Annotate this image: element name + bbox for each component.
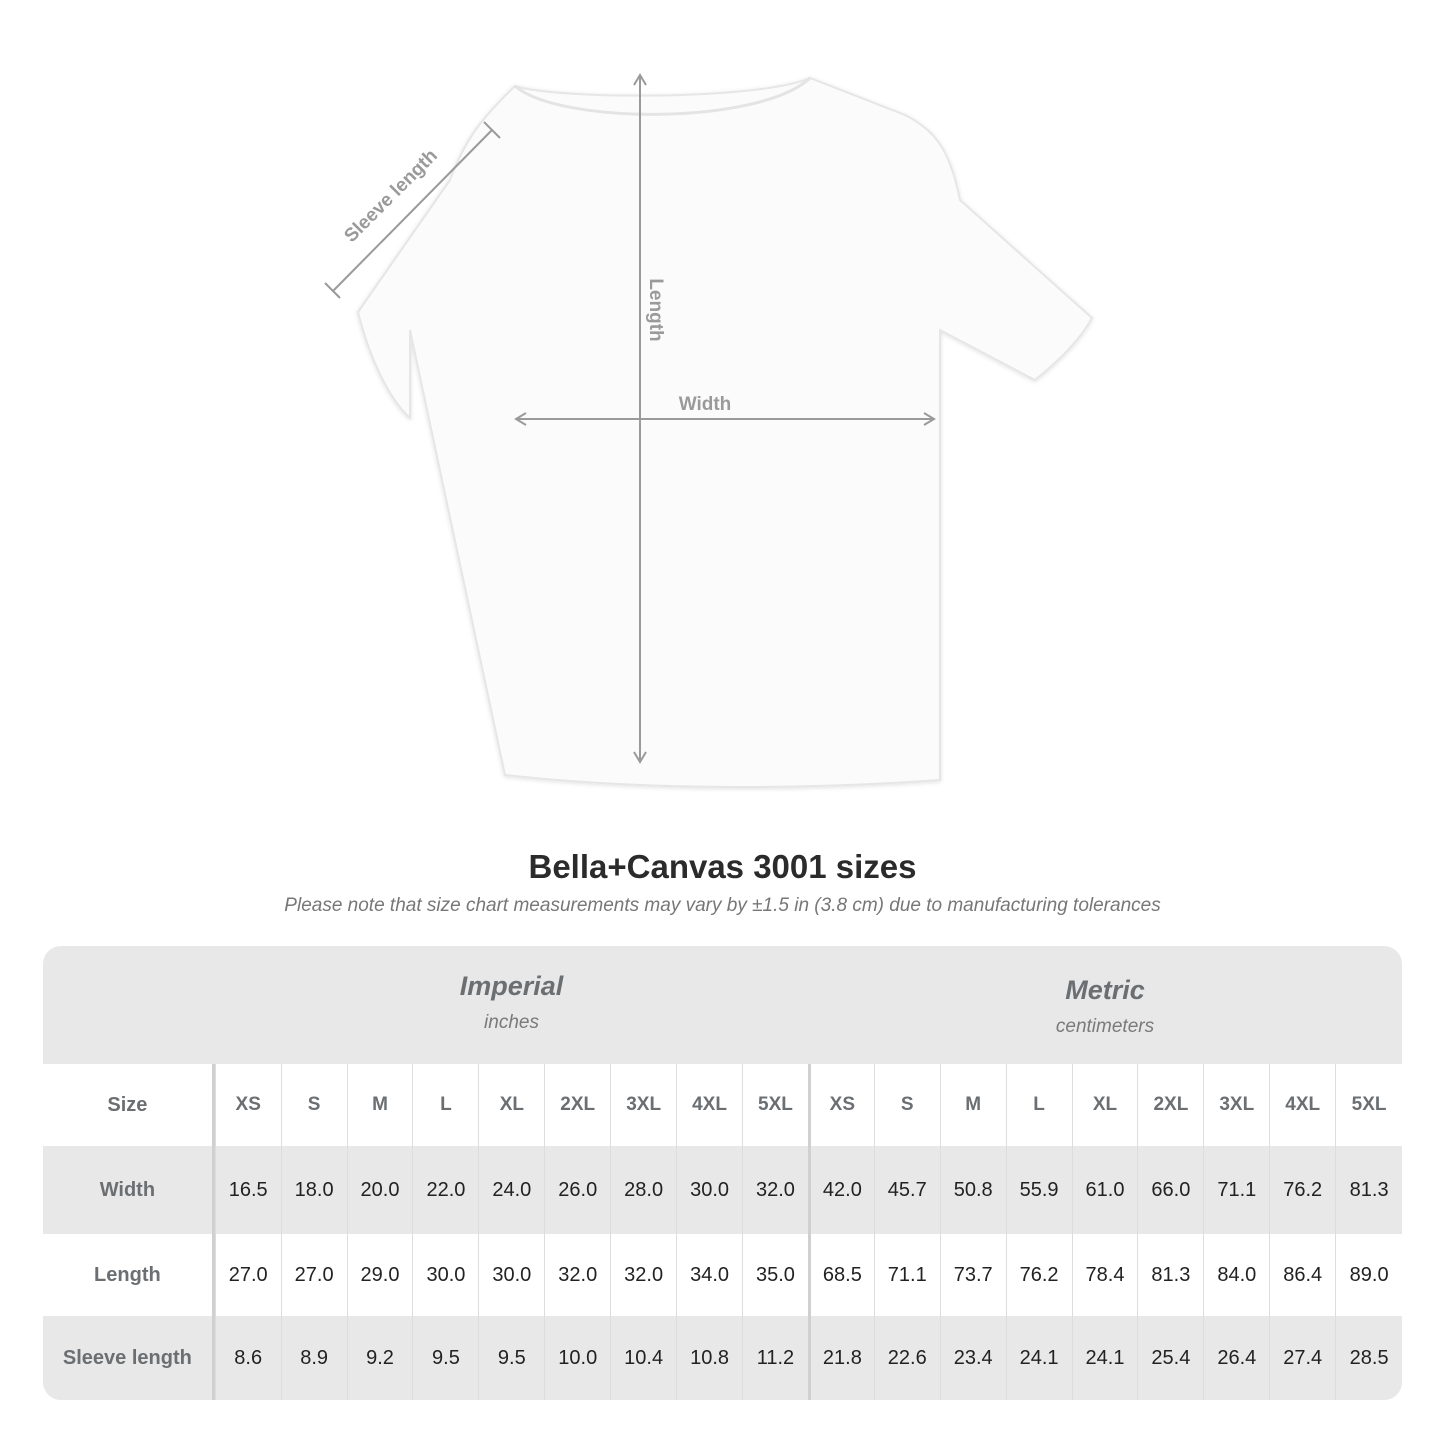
measure-lines <box>324 73 936 764</box>
metric-value: 42.0 <box>807 1146 874 1234</box>
metric-value: 61.0 <box>1071 1146 1138 1234</box>
size-header-imperial: L <box>412 1064 478 1146</box>
size-header-imperial: 5XL <box>742 1064 808 1146</box>
size-header-imperial: 4XL <box>676 1064 742 1146</box>
metric-value: 45.7 <box>873 1146 940 1234</box>
imperial-value: 10.0 <box>544 1316 610 1400</box>
imperial-value: 30.0 <box>676 1146 742 1234</box>
length-label: Length <box>645 278 666 341</box>
size-header-metric: XS <box>807 1064 874 1146</box>
size-header-metric: 5XL <box>1335 1064 1402 1146</box>
imperial-value: 28.0 <box>610 1146 676 1234</box>
metric-value: 28.5 <box>1335 1316 1402 1400</box>
metric-value: 22.6 <box>873 1316 940 1400</box>
size-header-metric: S <box>873 1064 940 1146</box>
imperial-value: 18.0 <box>280 1146 347 1234</box>
metric-unit: centimeters <box>1055 1016 1155 1037</box>
size-header-imperial: 2XL <box>544 1064 610 1146</box>
metric-value: 86.4 <box>1269 1234 1335 1316</box>
imperial-value: 9.5 <box>478 1316 544 1400</box>
imperial-value: 35.0 <box>742 1234 808 1316</box>
tshirt-illustration <box>356 76 1094 788</box>
metric-value: 78.4 <box>1071 1234 1138 1316</box>
metric-value: 27.4 <box>1269 1316 1335 1400</box>
row-label: Width <box>43 1146 215 1234</box>
imperial-value: 34.0 <box>676 1234 742 1316</box>
metric-value: 81.3 <box>1137 1234 1203 1316</box>
imperial-value: 24.0 <box>478 1146 544 1234</box>
imperial-value: 32.0 <box>742 1146 808 1234</box>
metric-header: Metric centimeters <box>808 946 1402 1064</box>
metric-value: 71.1 <box>873 1234 940 1316</box>
imperial-value: 30.0 <box>478 1234 544 1316</box>
imperial-unit: inches <box>484 1012 539 1033</box>
size-header-imperial: XS <box>214 1064 281 1146</box>
imperial-label: Imperial <box>459 971 564 1001</box>
row-label: Sleeve length <box>43 1316 215 1400</box>
size-header-imperial: S <box>280 1064 347 1146</box>
size-header-metric: 4XL <box>1269 1064 1335 1146</box>
table-row: Sleeve length 8.6 8.9 9.2 9.5 9.5 10.0 10.4 10.8… <box>43 1316 1402 1400</box>
size-header-metric: 3XL <box>1203 1064 1269 1146</box>
tolerance-note: Please note that size chart measurements… <box>284 895 1161 916</box>
metric-value: 23.4 <box>939 1316 1006 1400</box>
metric-value: 25.4 <box>1137 1316 1203 1400</box>
metric-value: 24.1 <box>1005 1316 1072 1400</box>
imperial-value: 8.9 <box>280 1316 347 1400</box>
tshirt-diagram: Sleeve length Length Width <box>324 73 1094 788</box>
row-label: Length <box>43 1234 215 1316</box>
imperial-value: 9.2 <box>346 1316 413 1400</box>
table-row: Length 27.0 27.0 29.0 30.0 30.0 32.0 32.0 34.0 35… <box>43 1234 1402 1316</box>
imperial-value: 27.0 <box>214 1234 281 1316</box>
table-row: Width 16.5 18.0 20.0 22.0 24.0 26.0 28.0 30.0 32.… <box>43 1146 1402 1234</box>
imperial-value: 9.5 <box>412 1316 478 1400</box>
imperial-value: 10.4 <box>610 1316 676 1400</box>
size-header-imperial: M <box>346 1064 413 1146</box>
size-header-metric: 2XL <box>1137 1064 1203 1146</box>
metric-label: Metric <box>1065 975 1145 1005</box>
imperial-value: 11.2 <box>742 1316 808 1400</box>
metric-value: 66.0 <box>1137 1146 1203 1234</box>
imperial-value: 16.5 <box>214 1146 281 1234</box>
imperial-value: 10.8 <box>676 1316 742 1400</box>
metric-value: 76.2 <box>1005 1234 1072 1316</box>
imperial-value: 22.0 <box>412 1146 478 1234</box>
size-header-imperial: XL <box>478 1064 544 1146</box>
metric-value: 84.0 <box>1203 1234 1269 1316</box>
metric-value: 50.8 <box>939 1146 1006 1234</box>
metric-value: 73.7 <box>939 1234 1006 1316</box>
metric-value: 89.0 <box>1335 1234 1402 1316</box>
imperial-value: 8.6 <box>214 1316 281 1400</box>
imperial-value: 27.0 <box>280 1234 347 1316</box>
size-header-metric: L <box>1005 1064 1072 1146</box>
imperial-value: 32.0 <box>544 1234 610 1316</box>
metric-value: 21.8 <box>807 1316 874 1400</box>
size-row: Size XS S M L XL 2XL 3XL 4XL 5XL XS S M L XL 2XL 3XL 4XL 5… <box>43 1064 1402 1146</box>
width-label: Width <box>679 394 732 415</box>
metric-value: 24.1 <box>1071 1316 1138 1400</box>
page-title: Bella+Canvas 3001 sizes <box>528 848 917 885</box>
size-header-metric: XL <box>1071 1064 1138 1146</box>
imperial-value: 29.0 <box>346 1234 413 1316</box>
metric-value: 81.3 <box>1335 1146 1402 1234</box>
size-header-imperial: 3XL <box>610 1064 676 1146</box>
row-label: Size <box>43 1064 215 1146</box>
imperial-value: 20.0 <box>346 1146 413 1234</box>
size-header-metric: M <box>939 1064 1006 1146</box>
metric-value: 71.1 <box>1203 1146 1269 1234</box>
imperial-value: 32.0 <box>610 1234 676 1316</box>
imperial-header: Imperial inches <box>215 946 808 1064</box>
imperial-value: 30.0 <box>412 1234 478 1316</box>
size-table: Imperial inches Metric centimeters Size X… <box>43 946 1402 1400</box>
metric-value: 76.2 <box>1269 1146 1335 1234</box>
metric-value: 26.4 <box>1203 1316 1269 1400</box>
imperial-value: 26.0 <box>544 1146 610 1234</box>
metric-value: 68.5 <box>807 1234 874 1316</box>
metric-value: 55.9 <box>1005 1146 1072 1234</box>
